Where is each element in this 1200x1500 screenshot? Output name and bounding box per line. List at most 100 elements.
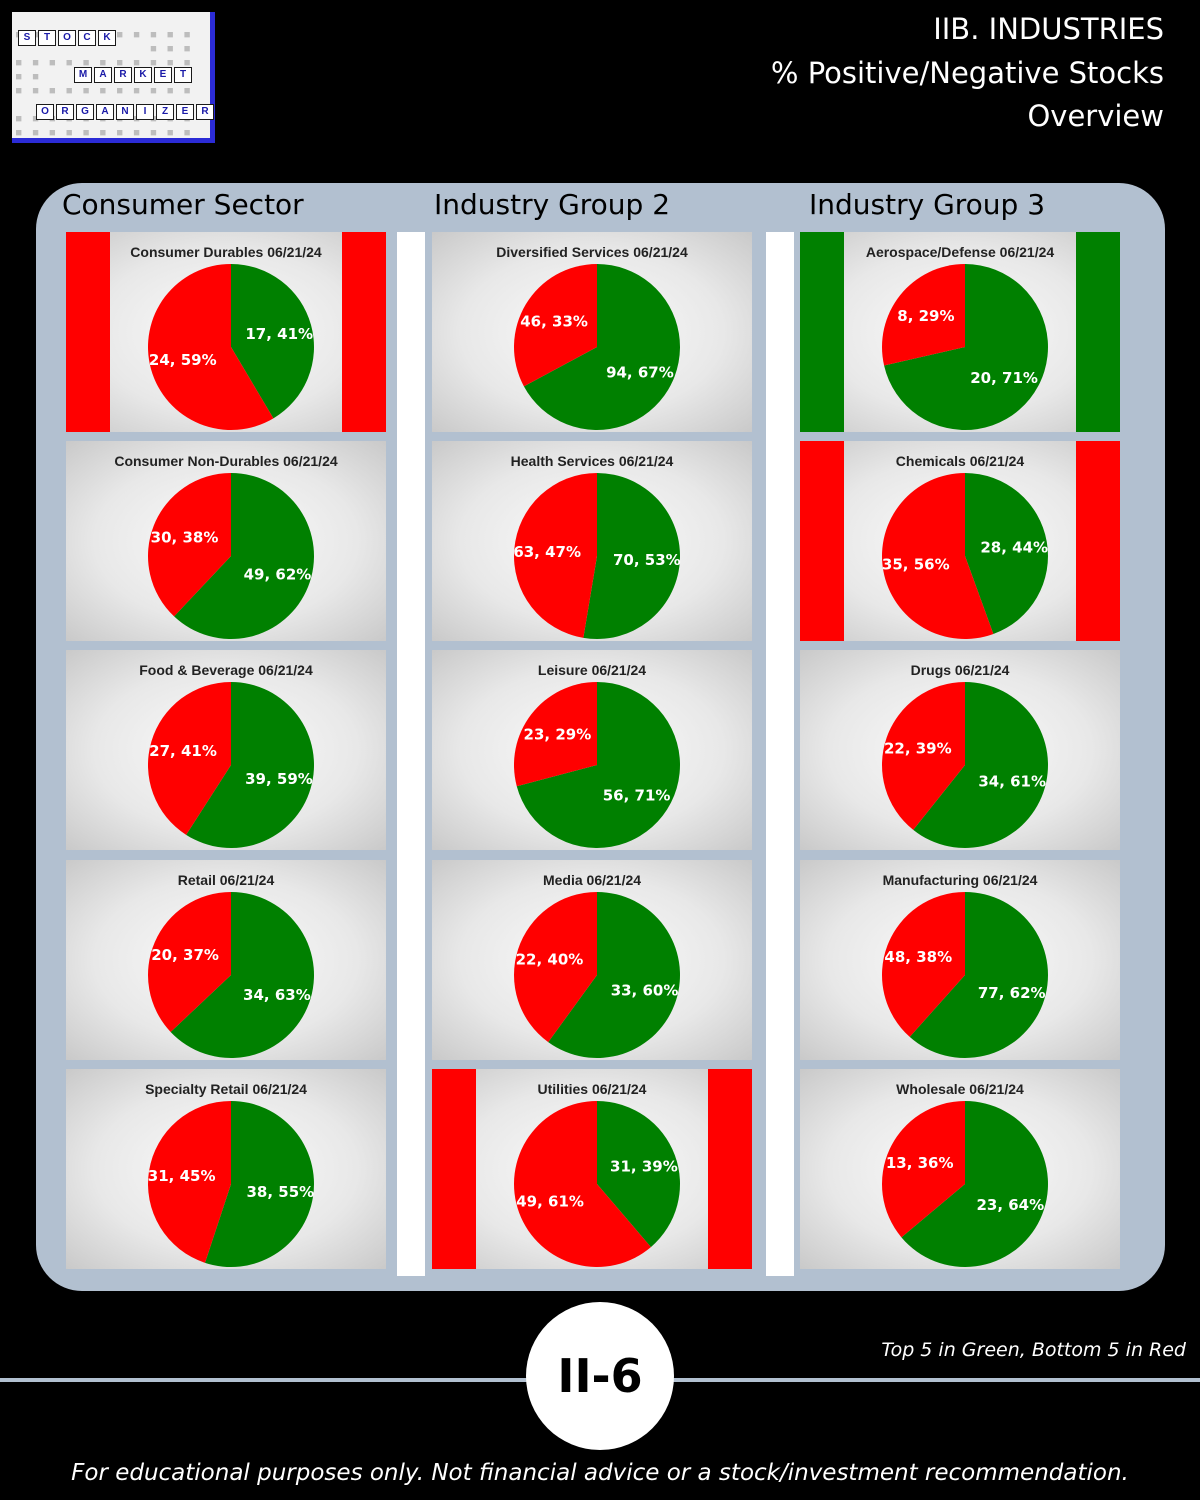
pie-label-negative: 49, 61% [516,1192,584,1210]
pie-label-negative: 13, 36% [886,1154,954,1172]
logo-letter: G [76,104,94,120]
pie-label-positive: 56, 71% [603,787,671,805]
highlight-bar-right [1076,441,1120,641]
header-section-title: IIB. INDUSTRIES [933,12,1164,46]
highlight-bar-left [66,232,110,432]
pie-chart-title: Wholesale 06/21/24 [896,1081,1024,1097]
pie-slice-positive [597,1101,680,1248]
pie-label-negative: 24, 59% [149,351,217,369]
pie-chart-title: Health Services 06/21/24 [510,453,674,469]
disclaimer-text: For educational purposes only. Not finan… [71,1460,1129,1486]
pie-slice-negative [148,473,231,617]
highlight-bar-left [800,441,844,641]
pie-chart-title: Media 06/21/24 [542,872,642,888]
pie-chart-title: Chemicals 06/21/24 [895,453,1025,469]
pie-chart-title: Manufacturing 06/21/24 [882,872,1038,888]
logo-letter: Z [156,104,174,120]
pie-slice-positive [231,264,314,419]
pie-chart-cell: Utilities 06/21/24 31, 39% 49, 61% [432,1069,752,1269]
pie-chart-title: Utilities 06/21/24 [537,1081,647,1097]
page-header: IIB. INDUSTRIES % Positive/Negative Stoc… [771,8,1164,139]
pie-label-negative: 31, 45% [148,1167,216,1185]
pie-slice-negative [882,1101,965,1238]
pie-label-positive: 31, 39% [610,1158,678,1176]
highlight-bar-left [432,1069,476,1269]
pie-chart-title: Retail 06/21/24 [177,872,275,888]
pie-chart-title: Consumer Non-Durables 06/21/24 [114,453,338,469]
logo-letter: E [154,67,172,83]
pie-chart: 28, 44% 35, 56% [881,473,1048,639]
pie-slice-negative [514,892,597,1043]
highlight-bar-right [342,232,386,432]
pie-slice-negative [147,264,274,430]
pie-chart-cell: Media 06/21/24 33, 60% 22, 40% [432,860,752,1060]
pie-chart: 34, 61% 22, 39% [882,682,1048,848]
logo-letter: T [38,30,56,46]
stock-market-organizer-logo: ■ ■ ■ ■ ■ ■ ■ ■ ■ ■ ■ ■ ■ ■ ■ ■ ■ ■ ■ ■ … [12,12,215,143]
pie-label-positive: 34, 63% [243,986,311,1004]
logo-letter: A [96,104,114,120]
pie-label-negative: 20, 37% [151,946,219,964]
pie-slice-positive [174,473,314,639]
logo-letter: S [18,30,36,46]
pie-chart-title: Leisure 06/21/24 [537,662,647,678]
pie-chart: 77, 62% 48, 38% [882,892,1048,1058]
pie-chart-cell: Diversified Services 06/21/24 94, 67% 46, … [432,232,752,432]
column-divider [397,232,425,1276]
pie-chart-cell: Aerospace/Defense 06/21/24 20, 71% 8, 29% [800,232,1120,432]
pie-chart: 39, 59% 27, 41% [148,682,314,848]
pie-chart-cell: Retail 06/21/24 34, 63% 20, 37% [66,860,386,1060]
pie-chart-cell: Chemicals 06/21/24 28, 44% 35, 56% [800,441,1120,641]
pie-label-positive: 17, 41% [245,325,313,343]
pie-label-positive: 94, 67% [606,364,674,382]
logo-letter: R [56,104,74,120]
pie-chart: 70, 53% 63, 47% [513,473,681,639]
pie-chart-title: Specialty Retail 06/21/24 [145,1081,307,1097]
pie-slice-positive [884,264,1048,430]
logo-letter: R [196,104,214,120]
pie-label-positive: 70, 53% [613,551,681,569]
pie-slice-negative [514,682,597,787]
logo-letter: I [136,104,154,120]
pie-chart-cell: Consumer Durables 06/21/24 17, 41% 24, 59% [66,232,386,432]
pie-chart-title: Food & Beverage 06/21/24 [139,662,313,678]
pie-chart-cell: Manufacturing 06/21/24 77, 62% 48, 38% [800,860,1120,1060]
column-title-industry-group-2: Industry Group 2 [434,188,671,221]
pie-slice-negative [148,682,231,835]
header-subtitle: % Positive/Negative Stocks [770,55,1164,90]
pie-label-negative: 27, 41% [149,742,217,760]
pie-slice-negative [882,682,965,830]
logo-letter: K [98,30,116,46]
logo-letter: C [78,30,96,46]
pie-chart: 23, 64% 13, 36% [882,1101,1048,1267]
logo-letter: O [58,30,76,46]
pie-slice-positive [516,682,680,848]
pie-label-negative: 35, 56% [882,556,950,574]
pie-label-negative: 23, 29% [524,725,592,743]
logo-letter: M [74,67,92,83]
pie-chart: 56, 71% 23, 29% [514,682,680,848]
logo-letter: A [94,67,112,83]
pie-slice-negative [881,473,994,639]
pie-chart-cell: Health Services 06/21/24 70, 53% 63, 47% [432,441,752,641]
pie-label-negative: 22, 39% [884,739,952,757]
pie-slice-positive [913,682,1048,848]
header-overview: Overview [1027,99,1164,133]
pie-slice-positive [909,892,1048,1058]
pie-label-negative: 63, 47% [513,543,581,561]
pie-chart-title: Drugs 06/21/24 [910,662,1010,678]
highlight-legend-note: Top 5 in Green, Bottom 5 in Red [881,1339,1186,1361]
pie-slice-positive [583,473,681,639]
pie-label-negative: 48, 38% [884,948,952,966]
pie-label-positive: 33, 60% [611,981,679,999]
column-divider [766,232,794,1276]
pie-slice-negative [514,264,597,387]
pie-slice-negative [148,892,231,1032]
pie-chart: 33, 60% 22, 40% [514,892,680,1058]
logo-letter: T [174,67,192,83]
pie-chart-cell: Wholesale 06/21/24 23, 64% 13, 36% [800,1069,1120,1269]
page-number-badge: II-6 [526,1302,674,1450]
pie-chart-cell: Consumer Non-Durables 06/21/24 49, 62% 30,… [66,441,386,641]
highlight-bar-left [800,232,844,432]
